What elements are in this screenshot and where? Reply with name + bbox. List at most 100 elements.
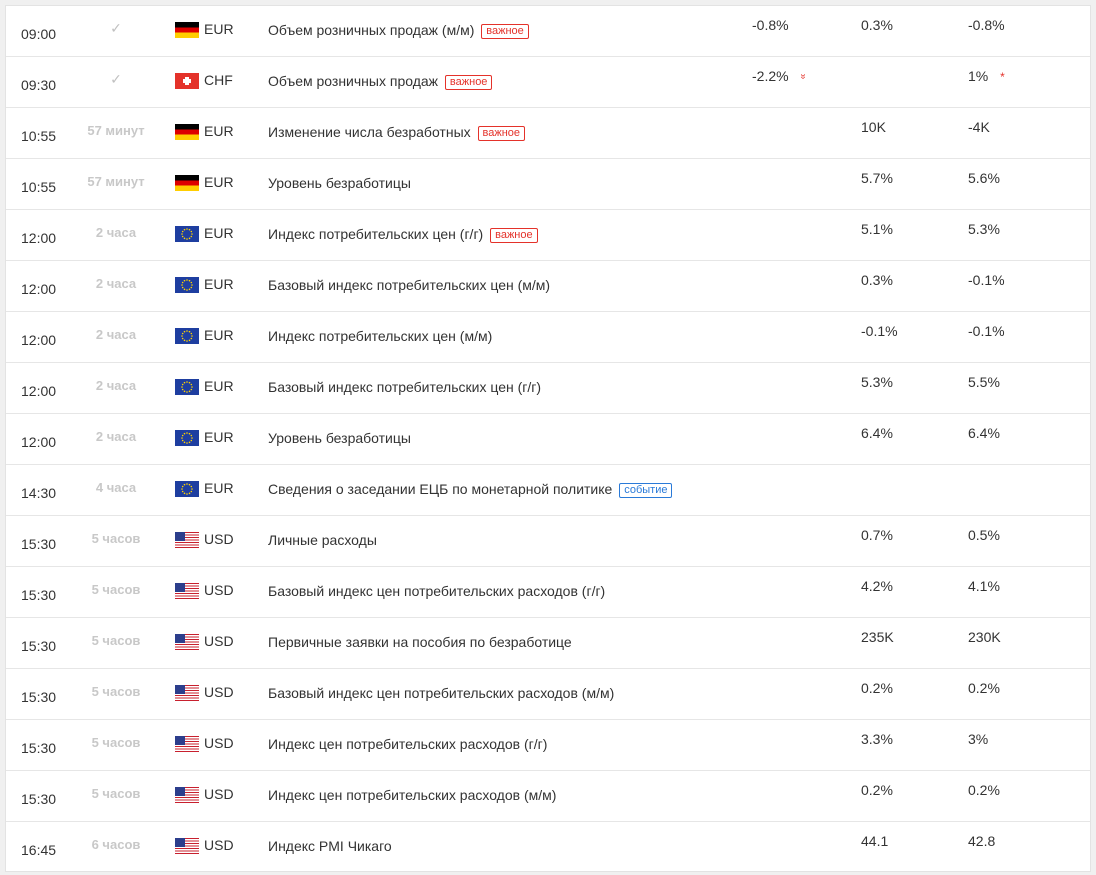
previous-value-text: 230K [968,629,1001,645]
calendar-row[interactable]: 12:00 2 часа EUR Базовый индекс потребит… [6,363,1090,414]
event-time: 14:30 [21,485,57,501]
flag-us-icon [175,532,199,548]
previous-value-text: 6.4% [968,425,1000,441]
previous-value: 1% * [968,68,1005,84]
previous-value-text: -0.8% [968,17,1005,33]
event-status: 2 часа [95,429,137,444]
calendar-row[interactable]: 15:30 5 часов USD Базовый индекс цен пот… [6,669,1090,720]
previous-value: 5.3% [968,221,1000,237]
importance-badge: важное [477,126,526,141]
event-name[interactable]: Объем розничных продаж важное [268,73,493,90]
forecast-value: -0.1% [861,323,898,339]
event-name[interactable]: Базовый индекс потребительских цен (г/г) [268,379,541,395]
currency-code: EUR [204,480,234,496]
flag-us-icon [175,838,199,854]
event-name[interactable]: Уровень безработицы [268,175,411,191]
event-title: Индекс PMI Чикаго [268,838,392,854]
previous-value: -0.1% [968,323,1005,339]
currency-code: USD [204,735,234,751]
event-status: 2 часа [95,225,137,240]
event-title: Базовый индекс цен потребительских расхо… [268,685,615,701]
calendar-row[interactable]: 15:30 5 часов USD Индекс цен потребитель… [6,720,1090,771]
previous-value: -4K [968,119,990,135]
calendar-row[interactable]: 12:00 2 часа EUR Индекс потребительских … [6,210,1090,261]
event-title: Индекс цен потребительских расходов (г/г… [268,736,548,752]
currency-code: EUR [204,123,234,139]
forecast-value: 0.3% [861,272,893,288]
event-status: 2 часа [95,327,137,342]
event-title: Уровень безработицы [268,430,411,446]
currency-code: EUR [204,429,234,445]
event-name[interactable]: Изменение числа безработных важное [268,124,526,141]
previous-value: 230K [968,629,1001,645]
previous-value-text: -0.1% [968,323,1005,339]
event-name[interactable]: Базовый индекс цен потребительских расхо… [268,685,614,701]
forecast-value: 4.2% [861,578,893,594]
event-time: 09:00 [21,26,57,42]
event-status: 5 часов [91,633,141,648]
event-name[interactable]: Индекс потребительских цен (г/г) важное [268,226,538,243]
currency-code: USD [204,684,234,700]
previous-value-text: 5.6% [968,170,1000,186]
event-name[interactable]: Индекс PMI Чикаго [268,838,392,854]
event-name[interactable]: Объем розничных продаж (м/м) важное [268,22,529,39]
event-name[interactable]: Индекс цен потребительских расходов (м/м… [268,787,556,803]
calendar-row[interactable]: 12:00 2 часа EUR Базовый индекс потребит… [6,261,1090,312]
event-name[interactable]: Базовый индекс цен потребительских расхо… [268,583,605,599]
event-time: 15:30 [21,536,57,552]
asterisk-icon: * [1000,70,1005,84]
currency-code: USD [204,837,234,853]
calendar-row[interactable]: 10:55 57 минут EUR Изменение числа безра… [6,108,1090,159]
event-time: 12:00 [21,434,57,450]
event-name[interactable]: Первичные заявки на пособия по безработи… [268,634,572,650]
event-name[interactable]: Личные расходы [268,532,377,548]
event-title: Базовый индекс цен потребительских расхо… [268,583,606,599]
event-time: 09:30 [21,77,57,93]
event-title: Уровень безработицы [268,175,411,191]
calendar-row[interactable]: 12:00 2 часа EUR Уровень безработицы 6.4… [6,414,1090,465]
event-time: 15:30 [21,791,57,807]
actual-value-text: -0.8% [752,17,789,33]
event-status: 5 часов [91,786,141,801]
forecast-value: 0.7% [861,527,893,543]
previous-value: 0.5% [968,527,1000,543]
flag-eu-icon [175,481,199,497]
event-time: 16:45 [21,842,57,858]
previous-value: 5.5% [968,374,1000,390]
currency-code: EUR [204,225,234,241]
flag-eu-icon [175,430,199,446]
flag-ch-icon [175,73,199,89]
event-title: Индекс цен потребительских расходов (м/м… [268,787,557,803]
currency-code: USD [204,582,234,598]
calendar-row[interactable]: 09:00 ✓ EUR Объем розничных продаж (м/м)… [6,6,1090,57]
currency-code: USD [204,633,234,649]
check-icon: ✓ [110,71,122,87]
event-name[interactable]: Индекс потребительских цен (м/м) [268,328,492,344]
calendar-row[interactable]: 16:45 6 часов USD Индекс PMI Чикаго 44.1… [6,822,1090,871]
forecast-value: 0.2% [861,782,893,798]
previous-value-text: 5.3% [968,221,1000,237]
event-title: Изменение числа безработных [268,124,471,140]
calendar-row[interactable]: 15:30 5 часов USD Личные расходы 0.7% 0.… [6,516,1090,567]
event-name[interactable]: Сведения о заседании ЕЦБ по монетарной п… [268,481,673,498]
calendar-row[interactable]: 12:00 2 часа EUR Индекс потребительских … [6,312,1090,363]
calendar-row[interactable]: 10:55 57 минут EUR Уровень безработицы 5… [6,159,1090,210]
previous-value: 0.2% [968,782,1000,798]
calendar-row[interactable]: 15:30 5 часов USD Индекс цен потребитель… [6,771,1090,822]
calendar-row[interactable]: 15:30 5 часов USD Базовый индекс цен пот… [6,567,1090,618]
calendar-row[interactable]: 15:30 5 часов USD Первичные заявки на по… [6,618,1090,669]
currency-code: EUR [204,378,234,394]
calendar-row[interactable]: 14:30 4 часа EUR Сведения о заседании ЕЦ… [6,465,1090,516]
event-time: 15:30 [21,587,57,603]
event-time: 12:00 [21,281,57,297]
flag-de-icon [175,175,199,191]
forecast-value: 44.1 [861,833,889,849]
flag-eu-icon [175,328,199,344]
event-name[interactable]: Уровень безработицы [268,430,411,446]
event-title: Индекс потребительских цен (г/г) [268,226,484,242]
event-name[interactable]: Индекс цен потребительских расходов (г/г… [268,736,547,752]
event-name[interactable]: Базовый индекс потребительских цен (м/м) [268,277,550,293]
forecast-value: 6.4% [861,425,893,441]
event-title: Первичные заявки на пособия по безработи… [268,634,572,650]
calendar-row[interactable]: 09:30 ✓ CHF Объем розничных продаж важно… [6,57,1090,108]
